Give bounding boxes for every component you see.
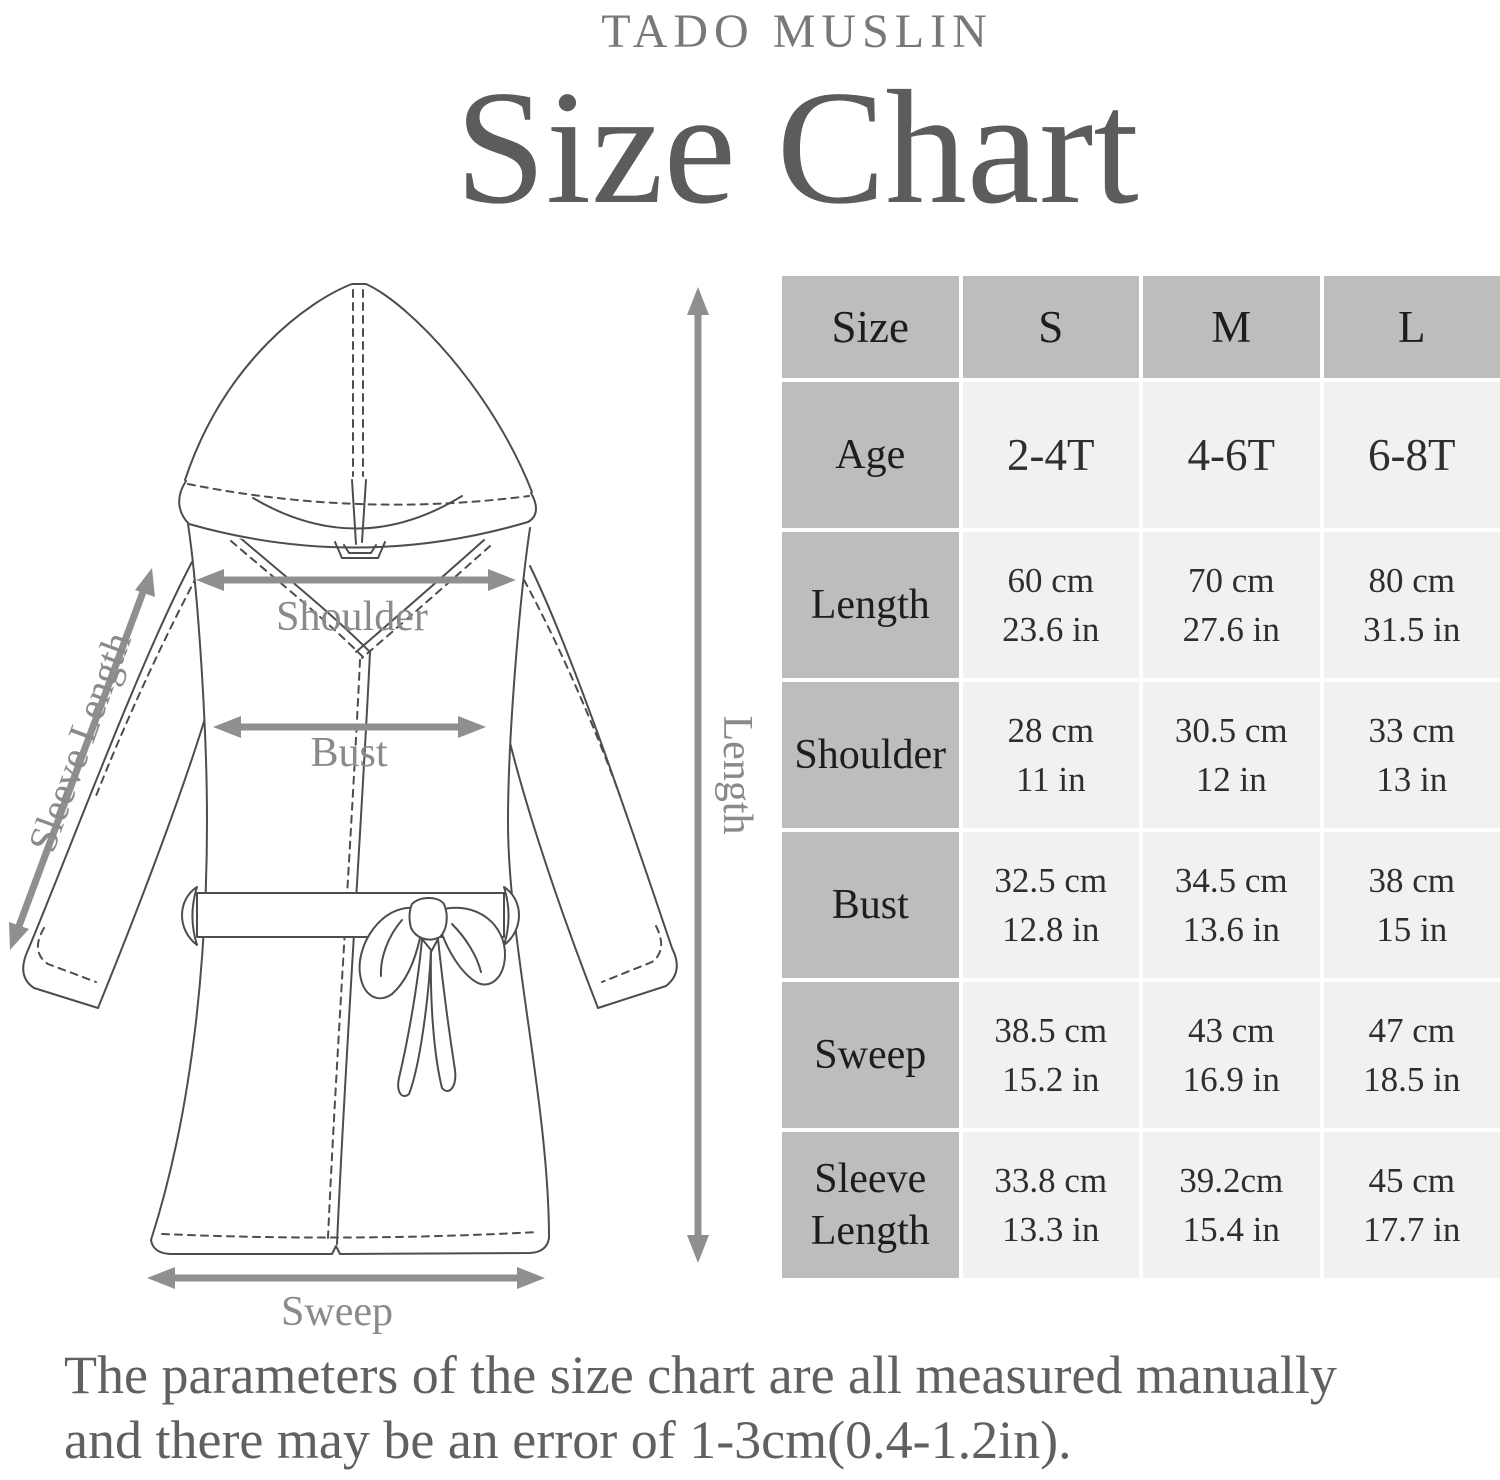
robe-hood (178, 283, 537, 559)
table-cell: 30.5 cm 12 in (1143, 682, 1320, 828)
row-label-sweep: Sweep (782, 982, 959, 1128)
sweep-arrow (147, 1267, 545, 1289)
table-cell: 43 cm 16.9 in (1143, 982, 1320, 1128)
belt-bow (358, 897, 507, 1097)
row-label-length: Length (782, 532, 959, 678)
robe-diagram (9, 283, 709, 1289)
table-cell: 6-8T (1323, 382, 1500, 528)
robe-sleeves (22, 561, 678, 1009)
table-cell: 38.5 cm 15.2 in (962, 982, 1139, 1128)
table-cell: 45 cm 17.7 in (1323, 1132, 1500, 1278)
table-cell: 4-6T (1143, 382, 1320, 528)
size-table: Size S M L Age 2-4T 4-6T 6-8T Length 60 … (782, 276, 1500, 1278)
table-cell: 38 cm 15 in (1323, 832, 1500, 978)
table-cell: 47 cm 18.5 in (1323, 982, 1500, 1128)
table-cell: 33 cm 13 in (1323, 682, 1500, 828)
row-label-age: Age (782, 382, 959, 528)
table-cell: 28 cm 11 in (962, 682, 1139, 828)
table-header-size: Size (782, 276, 959, 378)
table-cell: 80 cm 31.5 in (1323, 532, 1500, 678)
sleeve-length-arrow (9, 568, 155, 950)
brand-name: TADO MUSLIN (601, 5, 993, 58)
footer-line-2: and there may be an error of 1-3cm(0.4-1… (64, 1410, 1072, 1470)
shoulder-arrow (196, 569, 516, 591)
bust-arrow (213, 716, 486, 738)
length-arrow (687, 287, 709, 1263)
footer-line-1: The parameters of the size chart are all… (64, 1345, 1337, 1405)
dimension-arrows (9, 287, 709, 1289)
bust-dimension-label: Bust (310, 730, 388, 776)
table-header-m: M (1143, 276, 1320, 378)
shoulder-dimension-label: Shoulder (276, 594, 428, 640)
table-cell: 70 cm 27.6 in (1143, 532, 1320, 678)
footer-note: The parameters of the size chart are all… (64, 1343, 1500, 1473)
row-label-shoulder: Shoulder (782, 682, 959, 828)
table-cell: 33.8 cm 13.3 in (962, 1132, 1139, 1278)
table-cell: 60 cm 23.6 in (962, 532, 1139, 678)
sweep-dimension-label: Sweep (281, 1289, 393, 1335)
table-cell: 39.2cm 15.4 in (1143, 1132, 1320, 1278)
table-cell: 32.5 cm 12.8 in (962, 832, 1139, 978)
page-title: Size Chart (455, 57, 1139, 238)
row-label-sleeve-length: Sleeve Length (782, 1132, 959, 1278)
header: TADO MUSLIN Size Chart (95, 0, 1499, 230)
table-cell: 34.5 cm 13.6 in (1143, 832, 1320, 978)
length-dimension-label: Length (714, 715, 760, 835)
table-header-s: S (962, 276, 1139, 378)
table-cell: 2-4T (962, 382, 1139, 528)
row-label-bust: Bust (782, 832, 959, 978)
table-header-l: L (1323, 276, 1500, 378)
